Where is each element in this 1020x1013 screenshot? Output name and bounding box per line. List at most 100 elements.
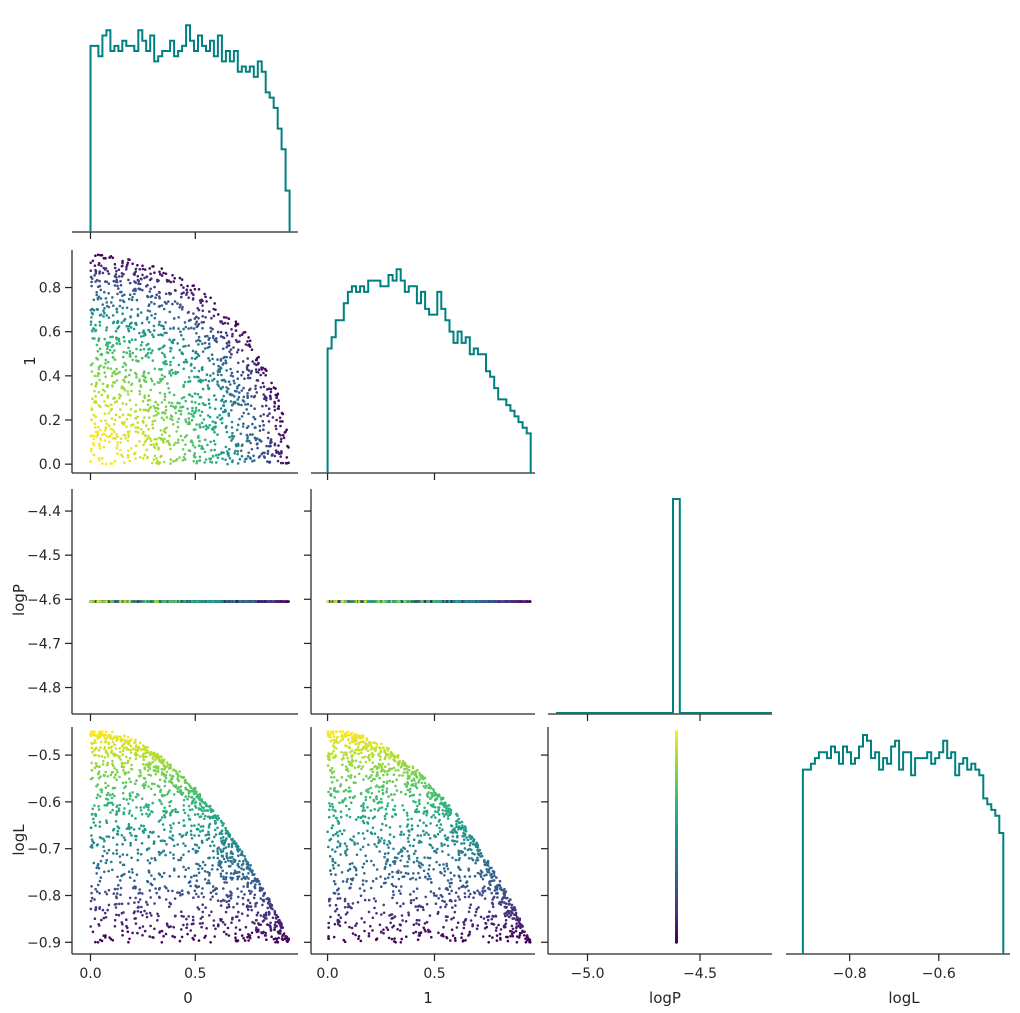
- scatter-point: [151, 426, 155, 430]
- scatter-point: [148, 398, 152, 402]
- scatter-point: [268, 412, 271, 415]
- scatter-point: [143, 453, 147, 457]
- scatter-point: [105, 304, 109, 308]
- scatter-point: [184, 325, 188, 329]
- x-tick-label-c0-1: 0.5: [184, 966, 206, 982]
- scatter-point: [235, 902, 239, 905]
- scatter-point: [178, 770, 181, 773]
- scatter-point: [497, 600, 500, 603]
- scatter-point: [125, 306, 129, 310]
- scatter-point: [216, 313, 220, 316]
- scatter-point: [164, 321, 167, 324]
- scatter-point: [238, 457, 242, 461]
- scatter-point: [189, 440, 193, 444]
- scatter-point: [162, 411, 166, 414]
- scatter-point: [99, 419, 103, 423]
- scatter-point: [244, 403, 247, 406]
- scatter-point: [255, 443, 259, 446]
- scatter-point: [148, 310, 152, 313]
- scatter-point: [90, 284, 93, 288]
- scatter-point: [181, 439, 184, 442]
- scatter-point: [187, 417, 191, 420]
- scatter-point: [139, 385, 143, 389]
- scatter-point: [197, 444, 201, 448]
- scatter-point: [246, 402, 250, 406]
- scatter-point: [395, 600, 399, 603]
- scatter-point: [92, 327, 96, 330]
- scatter-point: [111, 436, 114, 440]
- scatter-point: [483, 600, 486, 603]
- scatter-point: [255, 358, 259, 362]
- scatter-point: [155, 413, 158, 417]
- scatter-point: [100, 393, 104, 397]
- scatter-point: [274, 424, 278, 428]
- scatter-point: [246, 437, 249, 440]
- scatter-point: [143, 396, 146, 400]
- scatter-point: [176, 425, 180, 429]
- y-tick-label-r3-3: −0.6: [27, 795, 61, 811]
- scatter-point: [169, 374, 173, 377]
- scatter-point: [457, 600, 461, 603]
- scatter-point: [110, 301, 113, 304]
- scatter-point: [141, 264, 144, 268]
- scatter-point: [93, 453, 96, 457]
- scatter-point: [241, 360, 245, 363]
- scatter-point: [162, 441, 165, 444]
- scatter-point: [201, 304, 204, 307]
- scatter-point: [172, 338, 176, 342]
- scatter-point: [129, 355, 132, 358]
- scatter-point: [195, 315, 198, 319]
- scatter-point: [192, 428, 196, 431]
- scatter-point: [200, 892, 204, 895]
- scatter-point: [122, 272, 125, 276]
- scatter-point: [171, 341, 175, 345]
- scatter-point: [247, 425, 250, 428]
- scatter-point: [153, 438, 156, 441]
- scatter-point: [277, 432, 281, 436]
- scatter-point: [106, 394, 110, 398]
- scatter-point: [276, 407, 280, 410]
- scatter-point: [209, 844, 212, 848]
- scatter-point: [213, 394, 216, 397]
- scatter-point: [111, 759, 114, 763]
- scatter-point: [118, 275, 121, 278]
- scatter-point: [247, 439, 251, 443]
- scatter-point: [95, 796, 99, 800]
- scatter-point: [242, 422, 245, 426]
- scatter-point: [171, 274, 174, 277]
- scatter-point: [140, 321, 144, 325]
- scatter-point: [253, 426, 257, 429]
- scatter-point: [220, 320, 223, 323]
- scatter-point: [144, 439, 148, 443]
- scatter-point: [97, 295, 101, 299]
- scatter-point: [141, 374, 145, 378]
- scatter-point: [351, 600, 354, 603]
- scatter-point: [154, 410, 158, 413]
- scatter-point: [147, 321, 151, 324]
- scatter-point: [187, 412, 191, 415]
- scatter-point: [255, 437, 259, 440]
- scatter-point: [214, 421, 217, 424]
- scatter-point: [182, 345, 185, 348]
- scatter-point: [141, 288, 144, 292]
- scatter-point: [168, 401, 171, 404]
- scatter-point: [102, 256, 106, 260]
- scatter-point: [238, 334, 242, 337]
- scatter-point: [119, 437, 123, 441]
- scatter-point: [151, 265, 154, 268]
- scatter-point: [268, 461, 271, 464]
- scatter-point: [134, 922, 138, 925]
- scatter-point: [122, 319, 126, 322]
- scatter-point: [201, 600, 205, 603]
- scatter-point: [228, 457, 232, 460]
- scatter-point: [96, 253, 100, 257]
- scatter-point: [187, 296, 190, 300]
- scatter-point: [183, 452, 187, 456]
- scatter-point: [138, 282, 142, 286]
- scatter-point: [208, 424, 211, 427]
- scatter-point: [145, 275, 149, 278]
- scatter-point: [113, 459, 117, 463]
- scatter-point: [99, 600, 102, 603]
- scatter-point: [211, 379, 214, 382]
